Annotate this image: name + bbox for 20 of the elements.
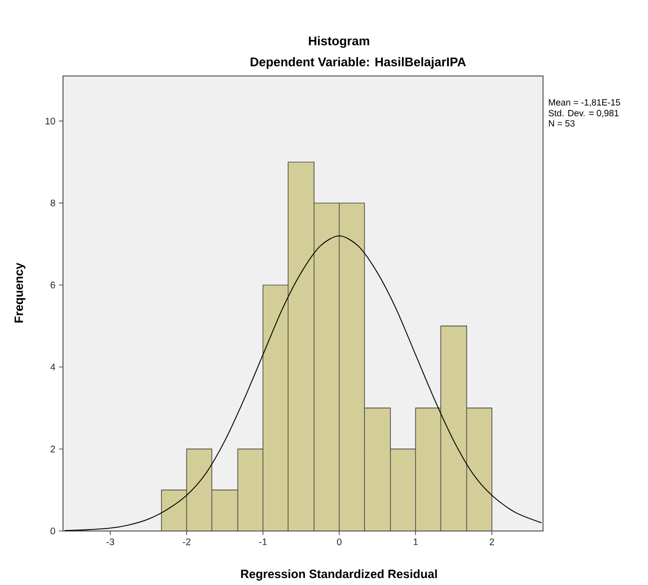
y-tick-label: 0 [50,528,56,534]
x-axis-title: Regression Standardized Residual [241,569,437,581]
x-tick-label: 2 [490,538,494,546]
x-tick-label: -2 [182,538,190,546]
y-axis-title: Frequency [14,262,26,323]
x-tick-label: -3 [106,538,114,546]
text: Mean = -1,81E-15 [548,99,620,107]
y-tick-label: 6 [50,282,56,288]
y-tick-label: 2 [50,446,56,452]
x-tick-label: 1 [414,538,418,546]
chart-title: Histogram [308,36,370,48]
x-tick-label: 0 [336,538,342,546]
line-series [64,235,542,531]
x-tick-label: -1 [259,538,267,546]
text: Std. Dev. = 0,981 [548,110,619,118]
y-tick-label: 4 [50,364,56,370]
y-tick-label: 10 [46,118,56,124]
text: N = 53 [548,120,575,127]
chart-subtitle: Dependent Variable: HasilBelajarIPA [250,57,466,69]
y-tick-label: 8 [50,200,56,206]
